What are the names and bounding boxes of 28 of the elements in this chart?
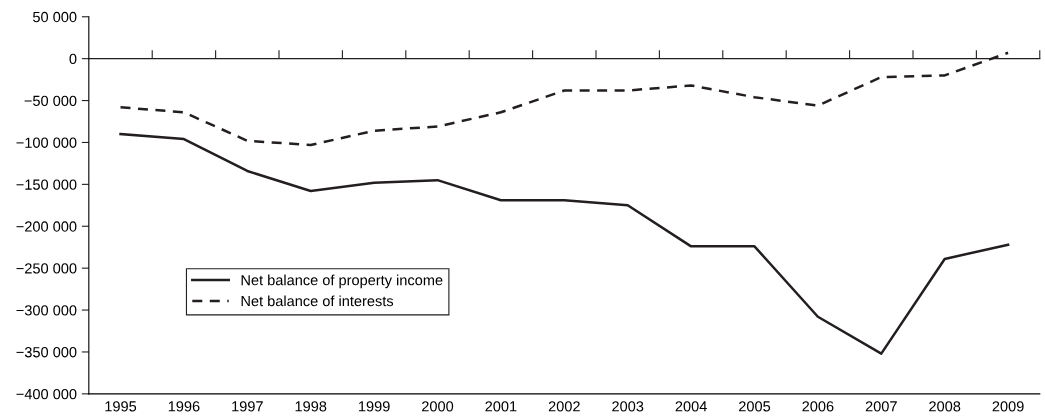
y-tick-label: 0 [69,53,77,65]
legend-label: Net balance of property income [241,274,443,289]
y-tick-label: −300 000 [16,305,77,316]
x-tick-label: 1997 [232,401,263,412]
y-tick-label: 50 000 [33,11,77,23]
y-tick-label: −250 000 [16,263,77,274]
x-tick-label: 2006 [802,401,834,412]
x-tick-label: 2007 [865,401,897,412]
x-tick-label: 2005 [739,401,771,412]
y-tick-label: −200 000 [16,221,77,232]
x-tick-label: 2002 [548,401,580,412]
x-tick-label: 1996 [168,401,200,412]
line-series [119,132,1010,355]
y-tick-label: −150 000 [16,179,77,190]
legend-label: Net balance of interests [241,295,394,307]
x-tick-label: 2009 [992,401,1024,412]
x-tick-label: 1998 [295,401,327,412]
y-tick-label: −100 000 [16,137,77,148]
x-tick-label: 2008 [929,401,961,412]
x-tick-label: 1995 [105,401,137,412]
y-tick-label: −50 000 [24,95,77,106]
x-tick-label: 2003 [612,401,644,412]
x-tick-label: 2001 [485,401,517,412]
y-tick-label: −350 000 [16,347,77,358]
x-tick-label: 2004 [675,401,707,412]
x-tick-label: 1999 [359,401,390,412]
y-tick-label: −400 000 [16,388,77,400]
x-tick-label: 2000 [422,401,454,412]
